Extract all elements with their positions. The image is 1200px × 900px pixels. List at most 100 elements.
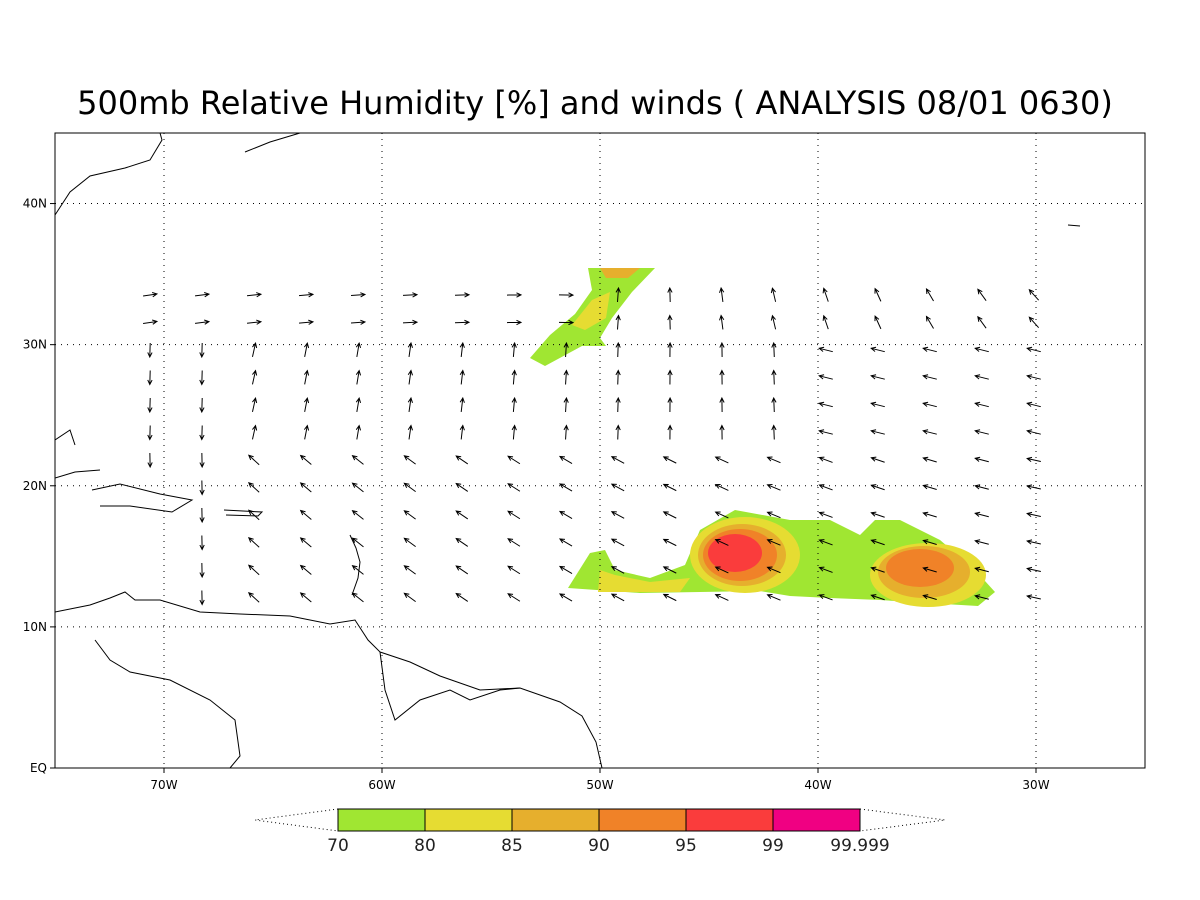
- wind-arrow: [610, 566, 625, 574]
- wind-arrow: [351, 482, 364, 493]
- wind-arrow: [615, 286, 621, 303]
- lon-tick-label: 70W: [150, 778, 177, 792]
- wind-arrow: [455, 510, 469, 520]
- wind-arrow: [455, 592, 469, 602]
- lon-tick-label: 60W: [368, 778, 395, 792]
- wind-arrow: [922, 401, 937, 408]
- title: 500mb Relative Humidity [%] and winds ( …: [77, 84, 1113, 122]
- wind-arrow: [403, 565, 416, 575]
- wind-arrow: [147, 425, 153, 441]
- wind-arrow: [355, 341, 362, 357]
- wind-arrow: [1026, 511, 1041, 518]
- wind-arrow: [355, 369, 362, 385]
- wind-arrow: [199, 370, 205, 386]
- wind-arrow: [714, 593, 729, 601]
- wind-arrow: [667, 286, 673, 303]
- wind-arrow: [719, 396, 725, 413]
- wind-arrow: [771, 341, 777, 358]
- wind-arrow: [922, 594, 937, 600]
- wind-arrow: [507, 593, 521, 602]
- wind-arrow: [719, 369, 725, 385]
- wind-arrow: [925, 315, 934, 329]
- colorbar-extension: [859, 808, 946, 832]
- wind-arrow: [299, 454, 312, 465]
- colorbar-segment: [424, 808, 513, 832]
- wind-arrow: [459, 369, 465, 385]
- wind-arrow: [563, 396, 569, 413]
- wind-arrow: [199, 535, 205, 551]
- coastline: [55, 133, 163, 216]
- lon-tick-label: 30W: [1022, 778, 1049, 792]
- wind-arrow: [610, 511, 625, 519]
- wind-arrow: [507, 510, 521, 520]
- colorbar: 70 80 85 90 95 99 99.999: [254, 808, 946, 856]
- lat-tick-label: 20N: [23, 479, 47, 493]
- coastline: [55, 591, 603, 768]
- wind-arrow: [874, 287, 882, 302]
- colorbar-label: 99.999: [830, 836, 889, 856]
- humidity-contour: [598, 570, 690, 592]
- lon-tick-label: 50W: [586, 778, 613, 792]
- wind-arrow: [662, 566, 677, 574]
- wind-arrow: [247, 509, 260, 521]
- wind-arrow: [511, 424, 517, 440]
- wind-arrow: [818, 511, 833, 518]
- wind-arrow: [199, 562, 205, 579]
- wind-arrow: [667, 424, 673, 440]
- wind-arrow: [199, 425, 205, 441]
- wind-arrow: [922, 346, 937, 353]
- wind-arrow: [147, 370, 153, 386]
- wind-arrow: [662, 511, 677, 519]
- wind-arrow: [922, 374, 937, 380]
- wind-arrow: [667, 369, 673, 385]
- wind-arrow: [303, 424, 310, 440]
- wind-arrow: [974, 401, 989, 408]
- wind-arrow: [199, 590, 205, 606]
- wind-arrow: [714, 456, 729, 464]
- wind-arrow: [766, 594, 781, 601]
- colorbar-label: 90: [588, 836, 610, 856]
- wind-arrow: [667, 314, 673, 330]
- wind-arrow: [874, 315, 882, 330]
- wind-arrow: [299, 564, 312, 575]
- colorbar-segment: [685, 808, 774, 832]
- wind-arrow: [563, 341, 569, 358]
- wind-arrow: [662, 538, 677, 547]
- wind-arrow: [506, 292, 523, 298]
- wind-arrow: [407, 369, 413, 385]
- wind-arrow: [974, 484, 989, 490]
- coastline: [55, 429, 76, 446]
- wind-arrow: [511, 396, 517, 413]
- humidity-contour: [708, 534, 762, 572]
- wind-arrow: [194, 319, 211, 325]
- wind-arrow: [974, 511, 989, 518]
- wind-arrow: [355, 396, 362, 412]
- wind-arrow: [143, 291, 159, 298]
- wind-arrow: [455, 455, 469, 465]
- lat-tick-label: 30N: [23, 338, 47, 352]
- wind-arrow: [459, 424, 465, 440]
- wind-arrow: [402, 292, 419, 298]
- wind-arrow: [563, 369, 569, 385]
- coastline: [1067, 224, 1081, 227]
- wind-arrow: [247, 564, 260, 576]
- wind-arrow: [615, 369, 621, 385]
- wind-arrow: [870, 456, 885, 463]
- wind-arrow: [402, 319, 419, 325]
- wind-arrow: [303, 342, 310, 357]
- wind-arrow: [454, 292, 471, 298]
- wind-arrow: [974, 456, 989, 463]
- wind-arrow: [351, 564, 364, 575]
- wind-arrow: [719, 341, 725, 358]
- wind-arrow: [610, 593, 625, 602]
- lat-tick-label: EQ: [30, 761, 47, 775]
- wind-arrow: [251, 424, 258, 440]
- wind-arrow: [1026, 594, 1041, 600]
- wind-arrow: [355, 424, 362, 440]
- wind-arrow: [870, 566, 885, 573]
- wind-arrow: [610, 538, 625, 547]
- wind-arrow: [558, 593, 573, 602]
- wind-arrow: [922, 566, 937, 573]
- wind-arrow: [662, 483, 677, 492]
- wind-arrow: [507, 538, 521, 547]
